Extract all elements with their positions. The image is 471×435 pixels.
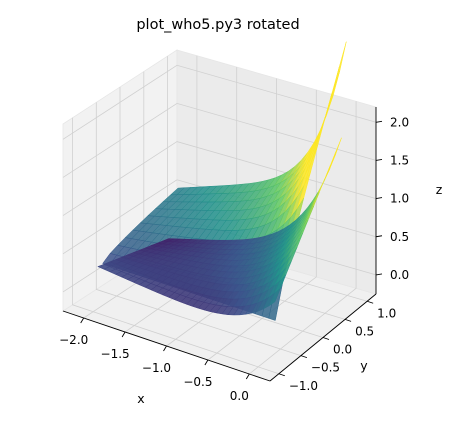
y-tick-mark [322, 337, 330, 340]
z-gridline [62, 179, 377, 255]
chart-title: plot_who5.py3 rotated [136, 17, 299, 33]
x-tick-label: −0.5 [183, 375, 212, 389]
x-tick-label: 0.0 [230, 389, 249, 403]
axis-ticks: −2.0−1.5−1.0−0.50.0−1.0−0.50.00.51.00.00… [59, 115, 409, 403]
y-tick-label: −1.0 [289, 379, 318, 393]
y-tick-label: 1.0 [377, 306, 396, 320]
x-tick-mark [245, 373, 250, 380]
x-gridline [249, 101, 357, 375]
z-tick-label: 2.0 [390, 115, 409, 129]
z-tick-mark [375, 235, 383, 238]
x-tick-label: −1.0 [142, 361, 171, 375]
surface-lower-patch [268, 287, 281, 307]
x-tick-label: −1.5 [101, 347, 130, 361]
x-axis-label: x [137, 391, 144, 406]
x-tick-label: −2.0 [59, 333, 88, 347]
y-tick-mark [278, 373, 285, 377]
x-tick-mark [80, 317, 85, 324]
y-gridline [72, 117, 279, 375]
x-gridline [207, 89, 317, 361]
x-tick-mark [121, 331, 126, 338]
z-gridline [62, 141, 377, 216]
z-tick-mark [375, 197, 383, 200]
z-tick-mark [375, 120, 383, 123]
y-tick-mark [367, 300, 374, 304]
y-axis-label: y [360, 358, 368, 373]
y-tick-label: −0.5 [311, 361, 340, 375]
z-tick-label: 1.0 [390, 192, 409, 206]
y-tick-mark [344, 318, 352, 322]
z-tick-label: 0.0 [390, 268, 409, 282]
z-gridline [62, 64, 377, 140]
z-tick-label: 0.5 [390, 230, 409, 244]
z-gridline [62, 102, 377, 178]
z-tick-mark [375, 158, 383, 161]
y-tick-label: 0.5 [355, 324, 374, 338]
y-tick-label: 0.0 [333, 343, 352, 357]
z-tick-label: 1.5 [390, 153, 409, 167]
y-gridline [95, 102, 302, 356]
z-axis-label: z [436, 182, 443, 197]
z-tick-mark [375, 273, 383, 276]
surface-mesh [97, 41, 347, 321]
y-tick-mark [300, 355, 308, 359]
x-tick-mark [204, 359, 209, 366]
x-tick-mark [163, 345, 167, 352]
